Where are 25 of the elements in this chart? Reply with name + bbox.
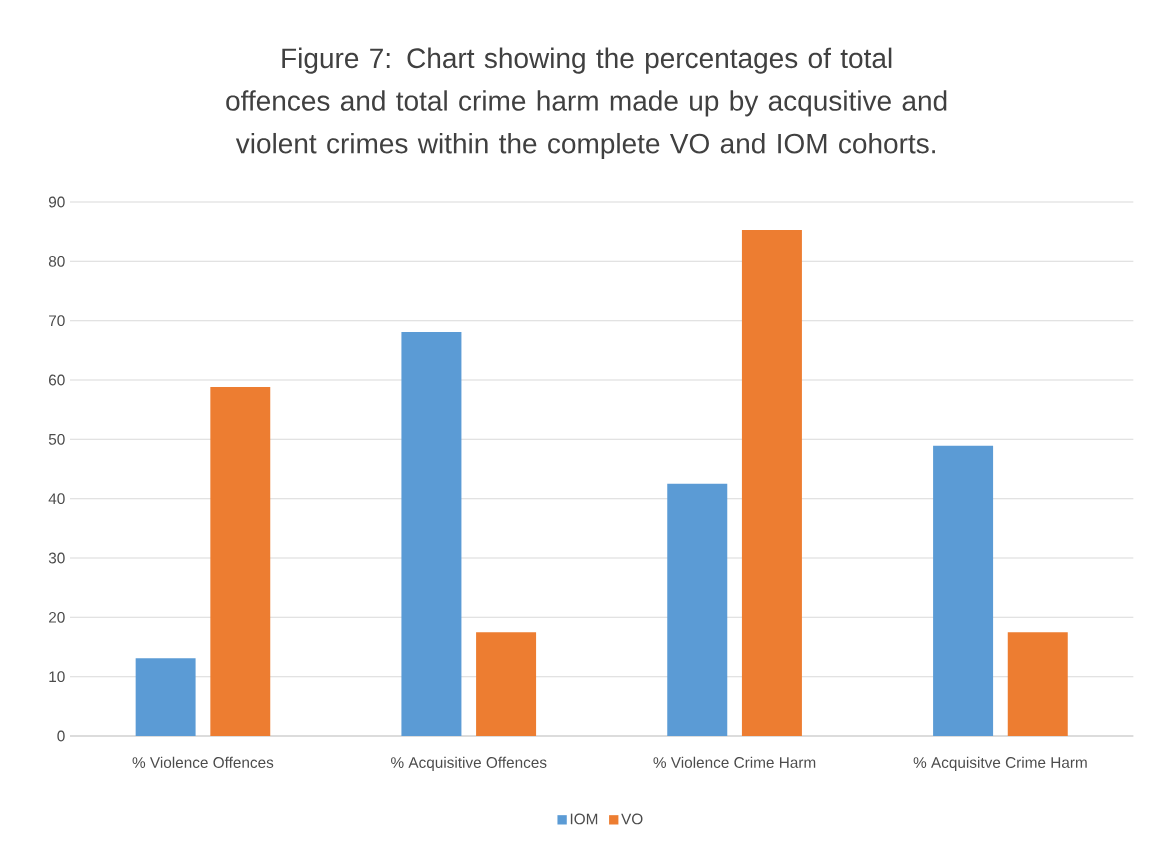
chart-title: Figure 7: Chart showing the percentages of total offences and total crime harm made up by acqusitive and violent crimes within the complete VO and IOM cohorts. <box>226 47 947 160</box>
y-tick-label: 40 <box>48 493 65 505</box>
x-tick-label: % Violence Offences <box>132 756 274 768</box>
y-tick-label: 70 <box>49 315 65 327</box>
y-tick-label: 10 <box>49 671 65 683</box>
bar <box>210 387 271 736</box>
bar <box>135 658 196 736</box>
y-tick-label: 60 <box>49 374 65 386</box>
bar <box>933 445 994 736</box>
bar <box>667 483 728 736</box>
bar <box>741 229 802 736</box>
legend-label: VO <box>621 813 643 825</box>
bar <box>1007 632 1068 736</box>
y-tick-label: 80 <box>48 255 65 267</box>
y-tick-label: 50 <box>48 433 65 445</box>
y-tick-label: 30 <box>48 552 65 564</box>
bar <box>401 331 462 736</box>
bar <box>476 632 537 736</box>
legend-label: IOM <box>570 813 598 825</box>
y-tick-label: 90 <box>48 196 65 208</box>
x-tick-label: % Acquisitve Crime Harm <box>913 756 1087 771</box>
x-tick-label: % Violence Crime Harm <box>653 756 816 768</box>
y-tick-label: 20 <box>49 611 65 623</box>
x-tick-label: % Acquisitive Offences <box>391 756 547 771</box>
y-tick-label: 0 <box>57 730 65 742</box>
